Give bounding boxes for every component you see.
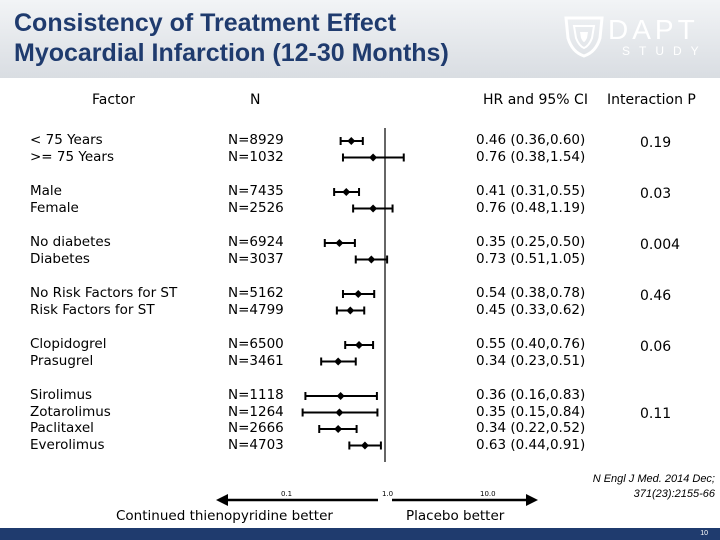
column-header-interaction-p: Interaction P: [607, 92, 696, 108]
hr-ci-text: 0.34 (0.22,0.52): [476, 420, 586, 436]
factor-label: Sirolimus: [30, 387, 93, 403]
hr-ci-text: 0.76 (0.38,1.54): [476, 148, 586, 165]
sample-size: N=4799: [228, 301, 284, 318]
sample-size: N=7435: [228, 183, 284, 199]
point-estimate: [354, 290, 363, 298]
hr-ci-text: 0.34 (0.23,0.51): [476, 352, 586, 369]
citation-line-1: N Engl J Med. 2014 Dec;: [592, 473, 715, 485]
interaction-p-value: 0.06: [640, 338, 672, 355]
logo-subtext: STUDY: [622, 44, 708, 58]
citation: N Engl J Med. 2014 Dec; 371(23):2155-66: [560, 472, 715, 502]
column-header-hr: HR and 95% CI: [483, 92, 588, 108]
left-arrow-head: [216, 494, 228, 506]
column-header-n: N: [250, 92, 261, 108]
sample-size: N=4703: [228, 436, 284, 453]
logo-text: DAPT: [608, 14, 699, 45]
title-line-2: Myocardial Infarction (12-30 Months): [14, 39, 449, 67]
factor-label: No Risk Factors for ST: [30, 285, 178, 301]
hr-ci-text: 0.73 (0.51,1.05): [476, 250, 586, 267]
factor-label: Male: [30, 183, 62, 199]
sample-size: N=3037: [228, 250, 284, 267]
point-estimate: [334, 425, 343, 433]
dapt-study-logo: DAPT STUDY: [560, 12, 710, 62]
point-estimate: [360, 441, 369, 450]
slide-title: Consistency of Treatment Effect Myocardi…: [14, 8, 449, 68]
slide-header: Consistency of Treatment Effect Myocardi…: [0, 0, 720, 78]
point-estimate: [336, 392, 345, 400]
hr-ci-text: 0.35 (0.15,0.84): [476, 403, 586, 420]
sample-size: N=2526: [228, 199, 284, 216]
right-arrow-head: [526, 494, 538, 506]
factor-label: No diabetes: [30, 234, 111, 250]
point-estimate: [342, 188, 351, 196]
x-tick-label: 1.0: [382, 490, 394, 498]
sample-size: N=5162: [228, 285, 284, 301]
citation-line-2: 371(23):2155-66: [633, 488, 715, 500]
factor-label: Zotarolimus: [30, 403, 111, 420]
interaction-p-value: 0.46: [640, 287, 672, 304]
factor-label: < 75 Years: [30, 132, 103, 148]
hr-ci-text: 0.76 (0.48,1.19): [476, 199, 586, 216]
point-estimate: [346, 306, 355, 315]
factor-label: Prasugrel: [30, 352, 94, 369]
interaction-p-value: 0.11: [640, 406, 672, 422]
hr-ci-text: 0.46 (0.36,0.60): [476, 132, 586, 148]
point-estimate: [355, 341, 364, 349]
factor-label: Risk Factors for ST: [30, 301, 155, 318]
point-estimate: [367, 255, 376, 264]
right-arrow-label: Placebo better: [406, 508, 505, 524]
interaction-p-value: 0.004: [640, 236, 681, 253]
x-tick-label: 0.1: [281, 490, 293, 498]
hr-ci-text: 0.35 (0.25,0.50): [476, 234, 586, 250]
hr-ci-text: 0.36 (0.16,0.83): [476, 387, 586, 403]
x-tick-label: 10.0: [480, 490, 496, 498]
point-estimate: [369, 153, 378, 162]
factor-label: Female: [30, 199, 79, 216]
sample-size: N=1118: [228, 387, 284, 403]
point-estimate: [335, 408, 344, 417]
title-line-1: Consistency of Treatment Effect: [14, 9, 397, 37]
column-header-factor: Factor: [92, 92, 135, 108]
point-estimate: [334, 357, 343, 366]
factor-label: Clopidogrel: [30, 336, 107, 352]
factor-label: Paclitaxel: [30, 420, 94, 436]
hr-ci-text: 0.41 (0.31,0.55): [476, 183, 586, 199]
sample-size: N=6924: [228, 234, 284, 250]
dapt-shield-icon: [564, 16, 604, 58]
hr-ci-text: 0.54 (0.38,0.78): [476, 285, 586, 301]
sample-size: N=3461: [228, 352, 284, 369]
sample-size: N=6500: [228, 336, 284, 352]
point-estimate: [335, 239, 344, 247]
sample-size: N=1032: [228, 148, 284, 165]
left-arrow-label: Continued thienopyridine better: [116, 508, 333, 524]
hr-ci-text: 0.63 (0.44,0.91): [476, 436, 586, 453]
hr-ci-text: 0.45 (0.33,0.62): [476, 301, 586, 318]
sample-size: N=1264: [228, 403, 284, 420]
footer-bar: 10: [0, 528, 720, 540]
page-number: 10: [700, 530, 708, 537]
factor-label: Diabetes: [30, 250, 90, 267]
interaction-p-value: 0.19: [640, 134, 672, 151]
interaction-p-value: 0.03: [640, 185, 672, 202]
factor-label: >= 75 Years: [30, 148, 114, 165]
sample-size: N=8929: [228, 132, 284, 148]
factor-label: Everolimus: [30, 436, 105, 453]
sample-size: N=2666: [228, 420, 284, 436]
point-estimate: [369, 204, 378, 213]
hr-ci-text: 0.55 (0.40,0.76): [476, 336, 586, 352]
point-estimate: [347, 137, 356, 145]
